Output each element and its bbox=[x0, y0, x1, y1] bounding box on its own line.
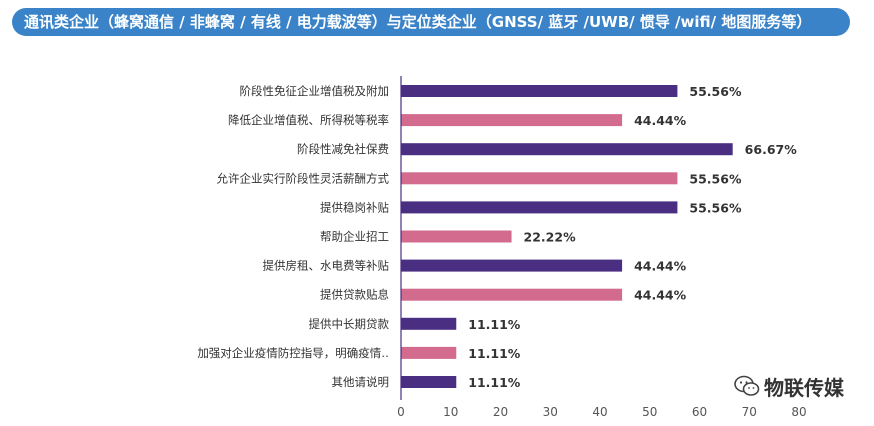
category-label: 允许企业实行阶段性灵活薪酬方式 bbox=[217, 171, 390, 185]
category-label: 降低企业增值税、所得税等税率 bbox=[228, 113, 389, 127]
x-tick-label: 30 bbox=[543, 405, 558, 419]
value-label: 55.56% bbox=[689, 171, 742, 186]
value-label: 55.56% bbox=[689, 200, 742, 215]
value-label: 66.67% bbox=[745, 142, 798, 157]
bars-layer bbox=[401, 85, 733, 388]
x-tick-label: 50 bbox=[642, 405, 657, 419]
x-tick-label: 60 bbox=[692, 405, 707, 419]
x-tick-label: 20 bbox=[493, 405, 508, 419]
watermark-text: 物联传媒 bbox=[764, 375, 844, 400]
bar bbox=[401, 143, 733, 156]
x-tick-label: 80 bbox=[791, 405, 806, 419]
value-label: 11.11% bbox=[468, 346, 521, 361]
category-label: 加强对企业疫情防控指导，明确疫情‥ bbox=[197, 346, 389, 360]
category-label: 其他请说明 bbox=[332, 375, 390, 389]
watermark: 物联传媒 bbox=[734, 372, 844, 400]
category-label: 阶段性免征企业增值税及附加 bbox=[240, 84, 390, 98]
x-tick-label: 40 bbox=[592, 405, 607, 419]
bar bbox=[401, 172, 678, 185]
bar bbox=[401, 85, 678, 97]
category-label: 提供中长期贷款 bbox=[309, 317, 390, 331]
chart-title: 通讯类企业（蜂窝通信 / 非蜂窝 / 有线 / 电力载波等）与定位类企业（GNS… bbox=[24, 13, 812, 31]
bar bbox=[401, 259, 623, 272]
value-labels: 55.56%44.44%66.67%55.56%55.56%22.22%44.4… bbox=[468, 84, 797, 390]
value-label: 55.56% bbox=[689, 84, 742, 99]
bar bbox=[401, 201, 678, 214]
category-label: 提供稳岗补贴 bbox=[320, 200, 389, 214]
wechat-icon bbox=[734, 375, 760, 396]
value-label: 44.44% bbox=[634, 113, 687, 128]
value-label: 44.44% bbox=[634, 288, 687, 303]
bar bbox=[401, 317, 457, 330]
bar bbox=[401, 230, 512, 243]
bar bbox=[401, 114, 623, 127]
value-label: 11.11% bbox=[468, 317, 521, 332]
bar bbox=[401, 376, 457, 388]
bar bbox=[401, 288, 623, 301]
category-label: 提供房租、水电费等补贴 bbox=[263, 259, 390, 273]
bar bbox=[401, 346, 457, 359]
x-tick-label: 70 bbox=[742, 405, 757, 419]
category-labels: 阶段性免征企业增值税及附加降低企业增值税、所得税等税率阶段性减免社保费允许企业实… bbox=[197, 84, 389, 389]
category-label: 帮助企业招工 bbox=[320, 230, 389, 244]
category-label: 提供贷款贴息 bbox=[320, 288, 389, 302]
category-label: 阶段性减免社保费 bbox=[297, 142, 389, 156]
chart-title-bar: 通讯类企业（蜂窝通信 / 非蜂窝 / 有线 / 电力载波等）与定位类企业（GNS… bbox=[12, 8, 850, 36]
value-label: 44.44% bbox=[634, 259, 687, 274]
x-tick-label: 10 bbox=[443, 405, 458, 419]
value-label: 22.22% bbox=[524, 230, 577, 245]
value-label: 11.11% bbox=[468, 375, 521, 390]
x-tick-labels: 0 10 20 30 40 50 60 70 80 bbox=[397, 405, 806, 419]
x-tick-label: 0 bbox=[397, 405, 405, 419]
